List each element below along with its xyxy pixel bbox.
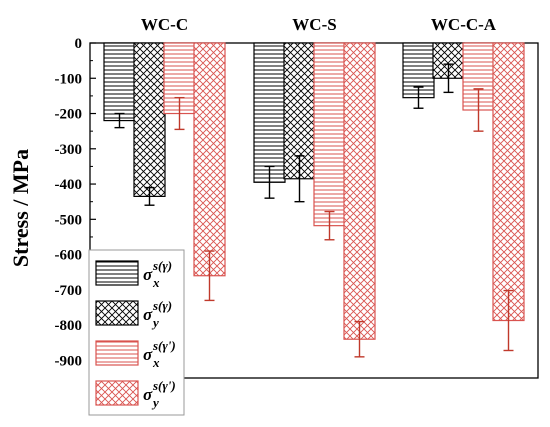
legend-label: σ bbox=[143, 345, 153, 364]
y-tick-label: -700 bbox=[55, 283, 83, 299]
category-labels: WC-C WC-S WC-C-A bbox=[141, 15, 497, 34]
bar bbox=[133, 42, 166, 197]
legend-label-subscript: y bbox=[151, 315, 159, 330]
bar bbox=[193, 42, 226, 277]
legend-swatch bbox=[95, 340, 139, 366]
category-label: WC-C-A bbox=[431, 15, 497, 34]
category-label: WC-S bbox=[292, 15, 336, 34]
y-tick-label: -300 bbox=[55, 142, 83, 158]
y-tick-label: -200 bbox=[55, 107, 83, 123]
bars bbox=[103, 42, 525, 340]
y-tick-label: -100 bbox=[55, 71, 83, 87]
legend-label-subscript: x bbox=[152, 355, 160, 370]
y-tick-label: -500 bbox=[55, 212, 83, 228]
bar bbox=[313, 42, 346, 227]
legend-label-superscript: s(γ) bbox=[152, 258, 172, 273]
legend-label: σ bbox=[143, 385, 153, 404]
y-axis-title: Stress / MPa bbox=[8, 149, 33, 267]
y-tick-label: -600 bbox=[55, 248, 83, 264]
category-label: WC-C bbox=[141, 15, 188, 34]
bar bbox=[103, 42, 136, 122]
legend-label-superscript: s(γ') bbox=[152, 338, 176, 353]
y-axis: 0 -100 -200 -300 -400 -500 -600 -700 -800 -900 bbox=[55, 36, 96, 369]
legend: σ xs(γ)σ ys(γ)σ xs(γ')σ ys(γ') bbox=[88, 249, 185, 416]
legend-swatch bbox=[95, 260, 139, 286]
y-tick-label: -400 bbox=[55, 177, 83, 193]
legend-label-superscript: s(γ) bbox=[152, 298, 172, 313]
y-tick-label: -900 bbox=[55, 353, 83, 369]
y-tick-label: 0 bbox=[75, 36, 83, 52]
legend-swatch bbox=[95, 300, 139, 326]
legend-label: σ bbox=[143, 305, 153, 324]
legend-label: σ bbox=[143, 265, 153, 284]
error-bars bbox=[114, 63, 514, 358]
legend-label-subscript: y bbox=[151, 395, 159, 410]
legend-label-subscript: x bbox=[152, 275, 160, 290]
legend-swatch bbox=[95, 380, 139, 406]
legend-label-superscript: s(γ') bbox=[152, 378, 176, 393]
bar bbox=[253, 42, 286, 183]
bar bbox=[492, 42, 525, 322]
y-tick-label: -800 bbox=[55, 318, 83, 334]
bar bbox=[343, 42, 376, 340]
